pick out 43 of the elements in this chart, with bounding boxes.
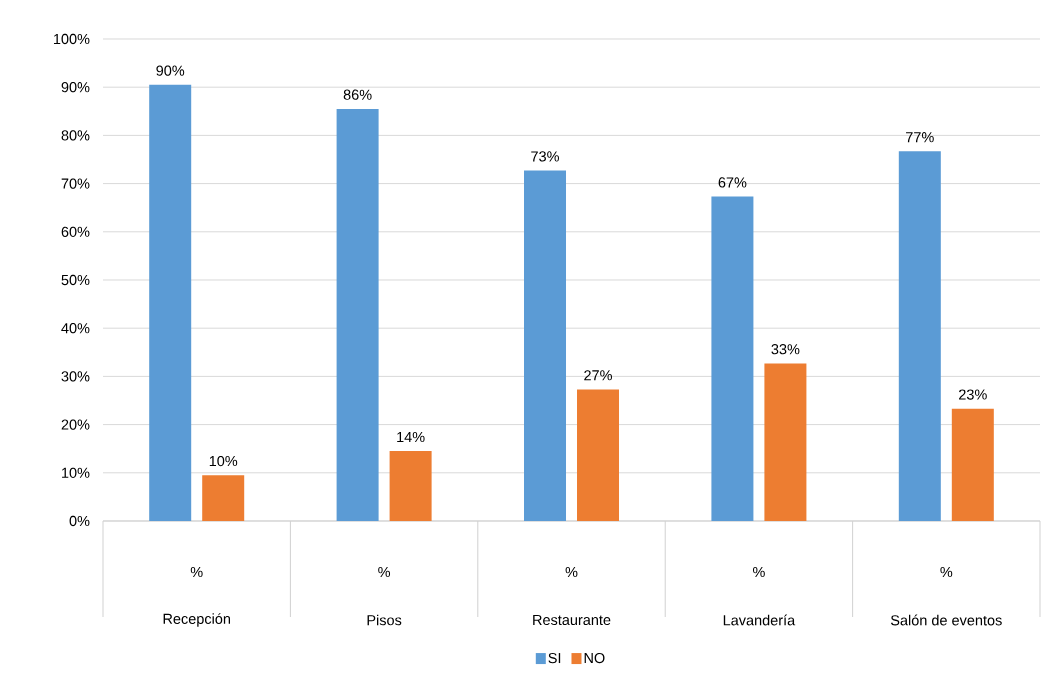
y-tick-label: 40% (61, 323, 90, 334)
data-label: 73% (531, 151, 559, 162)
text: % (565, 566, 578, 578)
y-tick-label: 0% (69, 515, 90, 527)
text: % (940, 566, 953, 578)
data-label: 33% (771, 344, 800, 355)
text: % (752, 566, 765, 578)
x-tick-label: Pisos (367, 614, 402, 626)
x-tick-label: Salón de eventos (890, 614, 1002, 626)
data-label: 10% (209, 455, 238, 467)
y-tick-label: 50% (61, 274, 90, 286)
bar (202, 475, 245, 521)
y-tick-label: 70% (61, 178, 90, 189)
x-tick-label: Restaurante (533, 614, 611, 626)
text: % (190, 566, 203, 578)
data-label: 27% (584, 370, 612, 381)
y-tick-label: 10% (62, 467, 90, 478)
data-label: 86% (343, 89, 372, 100)
x-tick-label: Lavandería (723, 614, 796, 626)
legend-label: NO (584, 652, 605, 664)
data-label: 67% (718, 177, 747, 188)
legend-label: SI (548, 652, 561, 664)
data-label: 90% (156, 65, 185, 76)
bar (711, 196, 754, 521)
bar (764, 363, 807, 521)
bar (898, 151, 941, 521)
bar (951, 408, 994, 521)
y-tick-label: 60% (61, 226, 90, 237)
bar (524, 170, 567, 521)
data-label: 77% (906, 132, 934, 143)
data-label: 23% (959, 389, 987, 400)
y-tick-label: 20% (61, 419, 90, 430)
y-tick-label: 90% (61, 82, 90, 93)
y-tick-label: 80% (61, 130, 90, 141)
bar (149, 84, 192, 521)
y-tick-label: 100% (53, 33, 90, 45)
text: % (378, 566, 391, 578)
data-label: 14% (397, 431, 425, 443)
bar (389, 451, 432, 521)
x-tick-label: Recepción (163, 613, 231, 627)
bar (336, 108, 379, 521)
bar (577, 389, 620, 521)
y-tick-label: 30% (61, 371, 90, 382)
